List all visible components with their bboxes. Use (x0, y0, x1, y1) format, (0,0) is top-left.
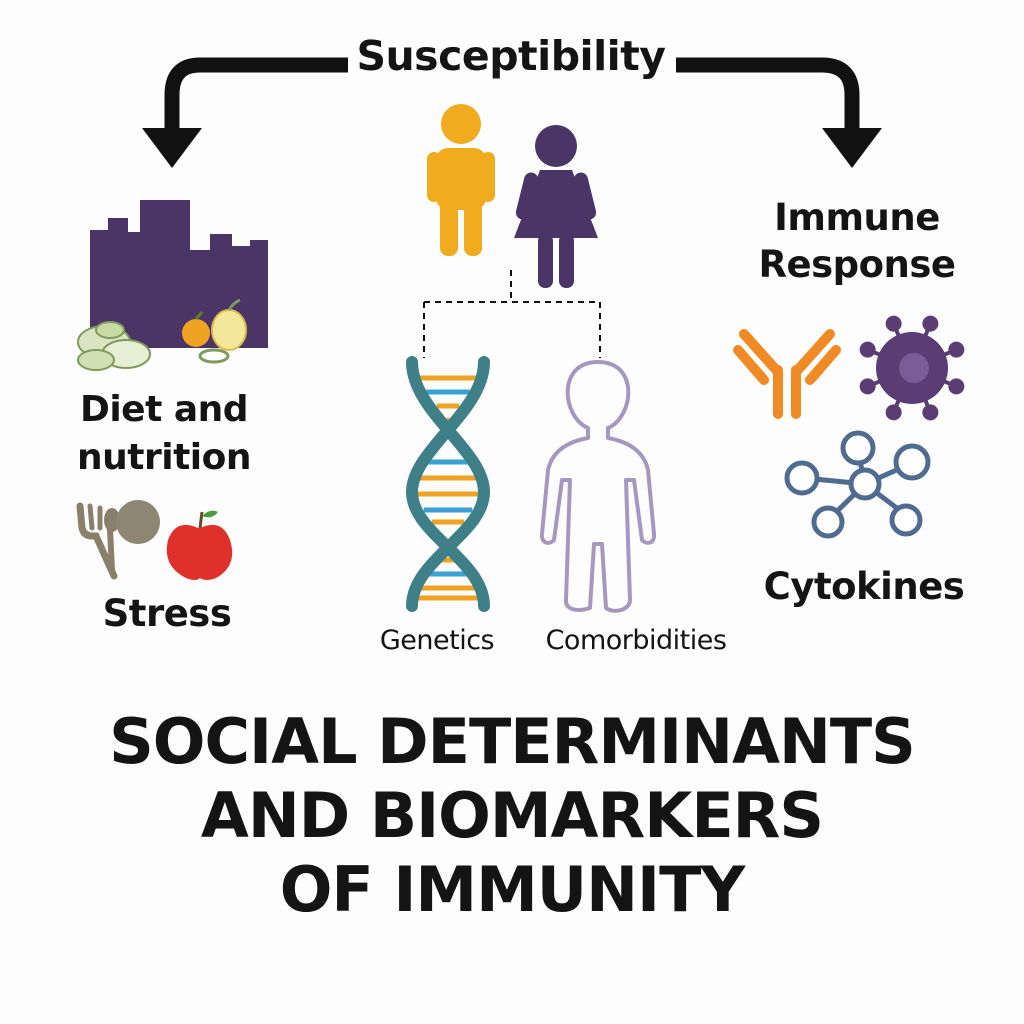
virus-spike-tip (859, 378, 876, 395)
virus-spike-tip (948, 341, 965, 358)
body-outline-icon (539, 360, 657, 613)
dashed-connector (423, 270, 601, 358)
title-line-3: OF IMMUNITY (279, 853, 746, 926)
cytokines-label: Cytokines (763, 565, 965, 608)
apple-icon (166, 510, 233, 580)
diet-line-1: Diet and (79, 389, 249, 430)
comorbidities-label: Comorbidities (545, 625, 727, 656)
immune-response-label: Immune Response (759, 194, 956, 288)
stress-label: Stress (102, 592, 232, 635)
virus-spike-tip (922, 404, 939, 421)
cytokine-network-icon (784, 430, 931, 539)
main-title: SOCIAL DETERMINANTS AND BIOMARKERS OF IM… (109, 705, 916, 927)
genetics-label: Genetics (379, 625, 495, 656)
vegetables-icon (77, 321, 151, 371)
woman-figure-icon (514, 125, 598, 288)
immune-response-line-2: Response (758, 243, 956, 286)
arrow-left-down-icon (142, 57, 348, 168)
title-line-1: SOCIAL DETERMINANTS (109, 705, 916, 778)
antibody-icon (733, 329, 841, 419)
plate-icon (116, 500, 160, 544)
dna-helix-icon (405, 356, 491, 612)
virus-spike-tip (885, 404, 902, 421)
diet-nutrition-label: Diet and nutrition (77, 386, 251, 482)
susceptibility-label: Susceptibility (356, 32, 666, 80)
virus-spike-tip (859, 341, 876, 358)
man-figure-icon (427, 104, 495, 256)
fork-spoon-icon (76, 502, 120, 580)
virus-spike-tip (948, 378, 965, 395)
arrow-right-down-icon (676, 57, 882, 168)
immune-response-line-1: Immune (774, 196, 940, 239)
virus-spike-tip (885, 315, 902, 332)
virus-spike-tip (922, 315, 939, 332)
title-line-2: AND BIOMARKERS (200, 779, 824, 852)
virus-cell-icon (859, 315, 965, 421)
diet-line-2: nutrition (77, 437, 251, 478)
fruit-icon (182, 298, 247, 364)
